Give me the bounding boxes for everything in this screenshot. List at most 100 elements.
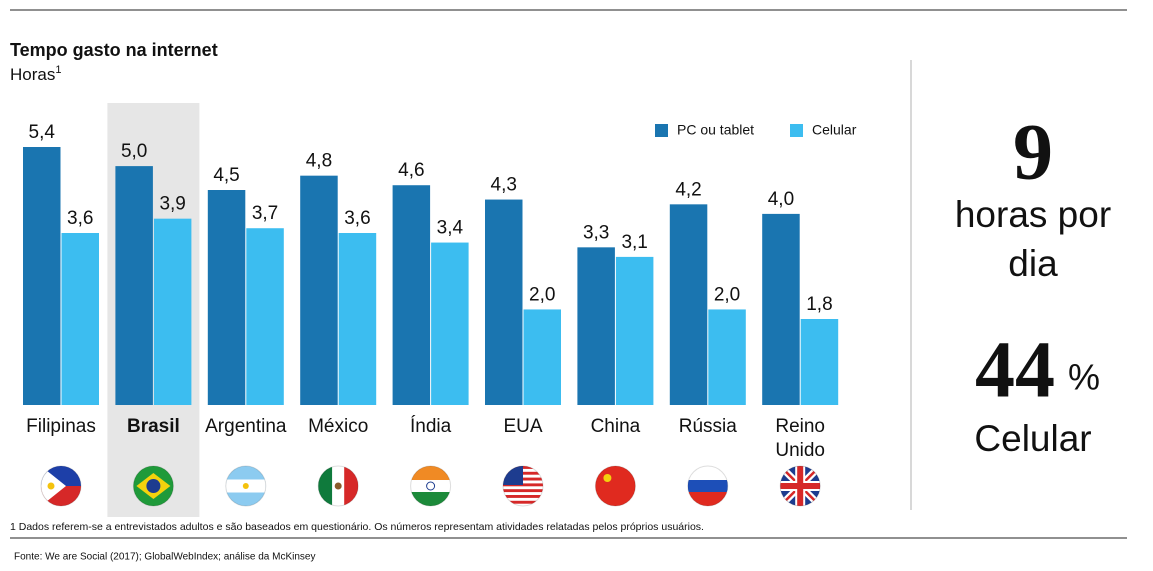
value-label: 2,0	[529, 284, 555, 305]
flag-part	[334, 482, 342, 490]
value-label: 3,6	[344, 208, 370, 229]
flag	[687, 466, 728, 506]
flag-part	[503, 495, 543, 498]
share-value: 44	[975, 326, 1055, 414]
flag-shine	[779, 465, 821, 507]
flag-part	[687, 466, 728, 480]
x-tick-line: Reino	[775, 416, 825, 437]
subtitle-text: Horas	[10, 65, 55, 84]
flag-part	[503, 500, 543, 504]
value-label: 5,4	[29, 122, 56, 143]
bar	[23, 147, 61, 405]
share-text: Celular	[974, 418, 1091, 459]
value-label: 4,6	[398, 160, 424, 181]
flag-part	[410, 492, 451, 506]
bar	[300, 175, 338, 405]
bar	[392, 185, 431, 405]
bar	[669, 204, 708, 405]
bar	[762, 213, 800, 405]
bar	[61, 233, 99, 405]
value-label: 2,0	[714, 284, 740, 305]
value-label: 3,9	[159, 194, 185, 215]
flag	[780, 466, 821, 506]
bar	[800, 319, 839, 405]
value-label: 3,1	[621, 232, 647, 253]
bar	[708, 309, 746, 405]
legend-swatch	[655, 124, 668, 137]
share-unit: %	[1068, 357, 1100, 398]
bar	[523, 309, 561, 405]
x-tick-label: Filipinas	[26, 416, 96, 437]
flag-part	[603, 474, 612, 482]
legend-label: PC ou tablet	[677, 122, 754, 138]
legend-swatch	[790, 124, 803, 137]
footnote: 1 Dados referem-se a entrevistados adult…	[10, 521, 704, 533]
bar	[153, 218, 192, 405]
flag-part	[780, 466, 821, 506]
x-tick-label: Índia	[410, 416, 452, 437]
flag	[595, 466, 636, 506]
flag-shine	[410, 465, 452, 507]
subtitle-note: 1	[55, 64, 61, 76]
x-tick-label: China	[591, 416, 641, 437]
x-tick-label: Brasil	[127, 416, 180, 437]
flag-shine	[132, 465, 174, 507]
hours-text: horas por	[955, 194, 1111, 235]
chart-subtitle: Horas1	[10, 64, 61, 85]
hours-value: 9	[1013, 108, 1053, 196]
value-label: 3,3	[583, 222, 609, 243]
value-label: 1,8	[806, 294, 832, 315]
value-label: 4,8	[306, 151, 332, 172]
legend-label: Celular	[812, 122, 857, 138]
value-label: 4,5	[213, 165, 239, 186]
hours-text: dia	[1008, 243, 1058, 284]
flag-shine	[594, 465, 636, 507]
flag-part	[503, 489, 543, 493]
value-label: 5,0	[121, 141, 147, 162]
value-label: 4,0	[768, 189, 794, 210]
bar	[615, 256, 654, 405]
x-tick-label: Argentina	[205, 416, 287, 437]
bar	[577, 247, 615, 405]
flag-part	[410, 466, 451, 480]
flag-part	[47, 482, 55, 490]
flag-part	[410, 480, 451, 492]
flag	[318, 466, 359, 506]
bar	[207, 190, 246, 405]
flag-shine	[40, 465, 82, 507]
flag	[410, 466, 451, 506]
bar	[338, 233, 377, 405]
chart-title: Tempo gasto na internet	[10, 40, 218, 60]
flag-shine	[317, 465, 359, 507]
flag-shine	[502, 465, 544, 507]
flag-part	[242, 483, 249, 489]
bar	[431, 242, 469, 405]
source: Fonte: We are Social (2017); GlobalWebIn…	[14, 552, 315, 563]
flag-part	[426, 481, 436, 491]
flag	[503, 466, 543, 504]
flag	[41, 466, 81, 506]
flag	[225, 466, 266, 506]
flag-part	[344, 466, 359, 506]
value-label: 4,2	[675, 179, 701, 200]
flag-shine	[225, 465, 267, 507]
x-tick-line: Unido	[775, 440, 825, 461]
x-tick-label: EUA	[503, 416, 542, 437]
flag-part	[318, 466, 333, 506]
flag	[133, 466, 174, 506]
flag-part	[595, 466, 636, 506]
flag-part	[687, 480, 728, 492]
flag-shine	[687, 465, 729, 507]
bar	[246, 228, 284, 405]
value-label: 3,6	[67, 208, 93, 229]
x-tick-label: Rússia	[679, 416, 738, 437]
bar	[485, 199, 523, 405]
x-tick-label: Reino Unido	[775, 416, 825, 461]
flag-part	[687, 492, 728, 506]
value-label: 3,4	[437, 218, 464, 239]
bar	[115, 166, 153, 405]
value-label: 3,7	[252, 203, 278, 224]
flag-part	[146, 479, 161, 493]
x-tick-label: México	[308, 416, 368, 437]
